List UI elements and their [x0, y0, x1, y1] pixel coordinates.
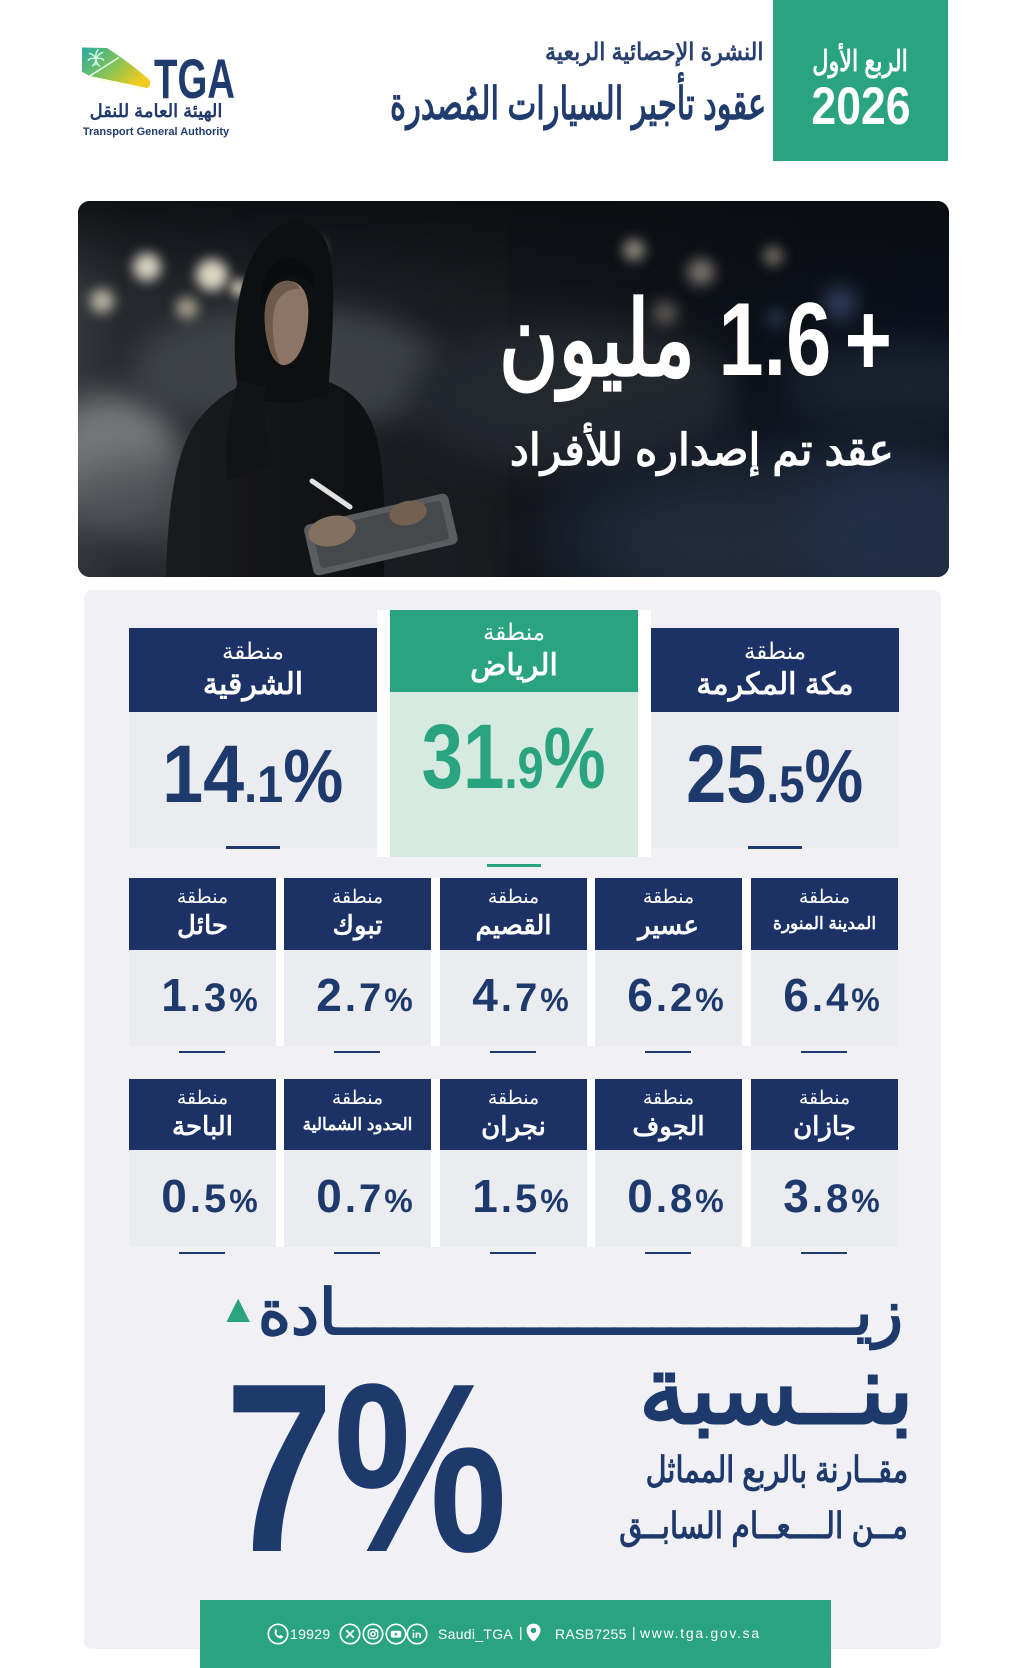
svg-text:TGA: TGA	[154, 47, 235, 102]
